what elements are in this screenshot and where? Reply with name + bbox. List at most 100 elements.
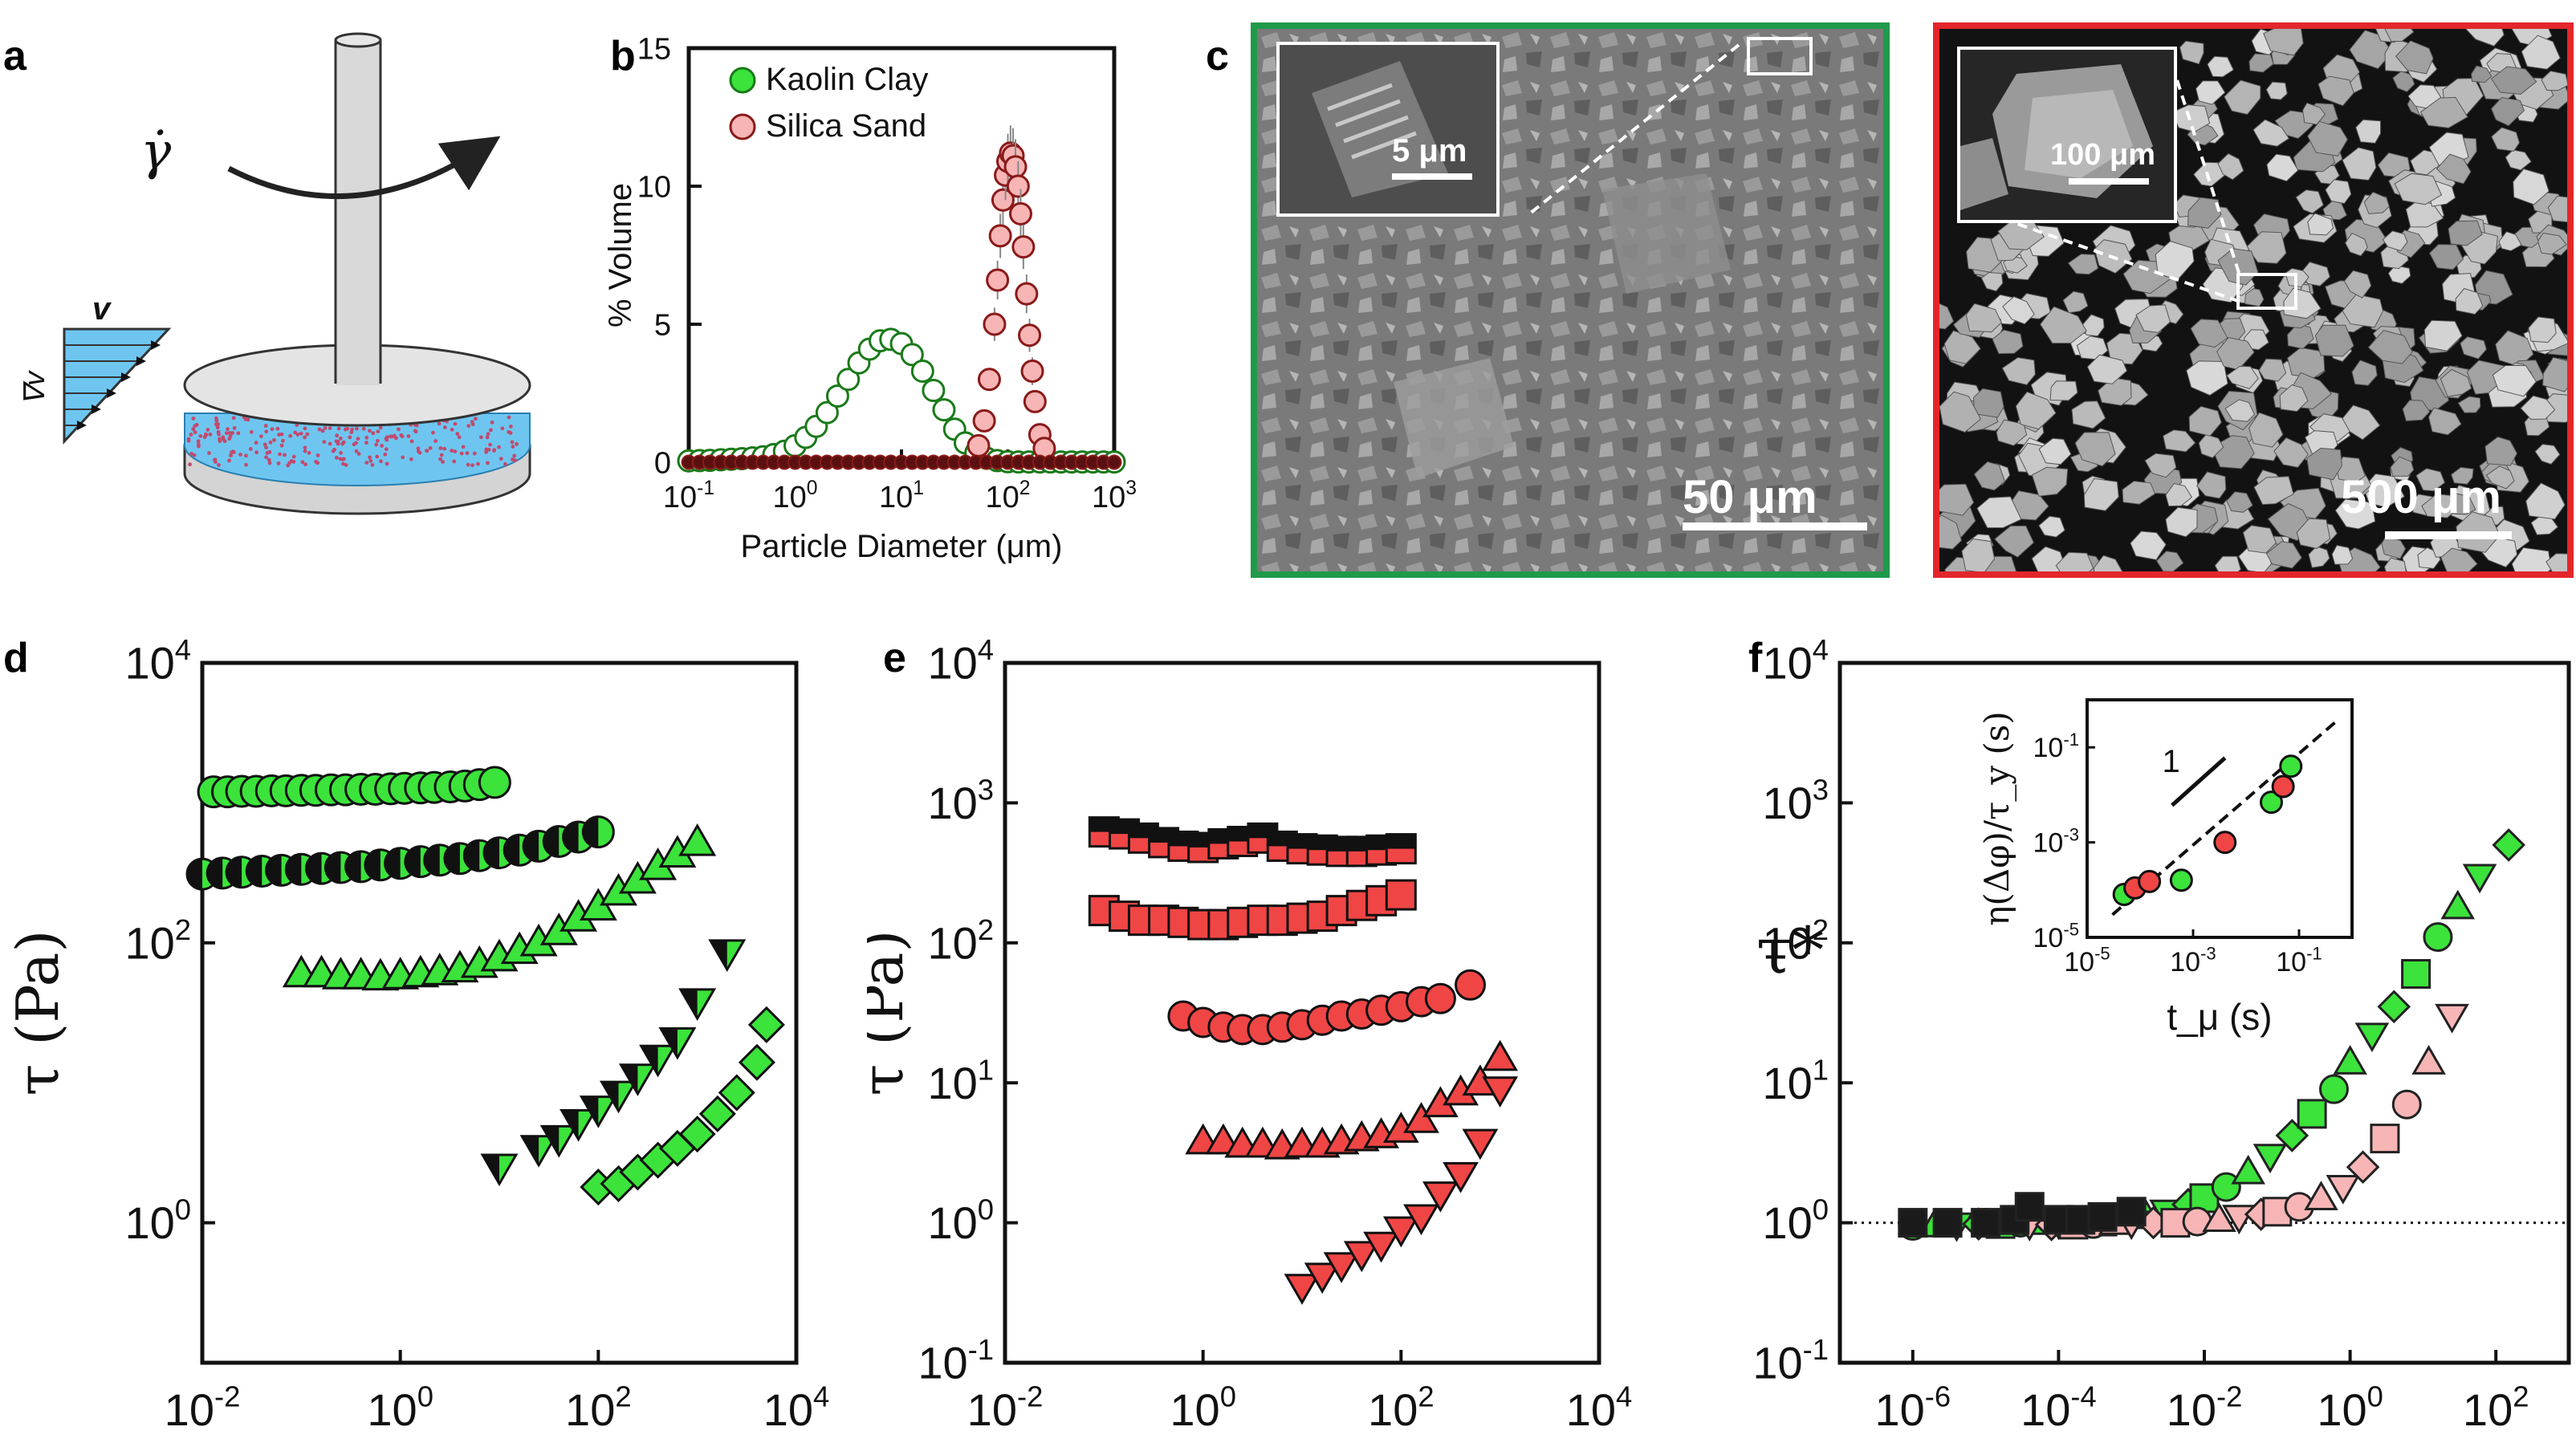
y-tick-label: 100 — [1762, 1193, 1829, 1249]
data-point — [910, 359, 934, 383]
silica-grain — [2505, 149, 2532, 171]
data-point — [480, 1153, 519, 1187]
data-point — [1403, 1102, 1439, 1133]
sample-particle — [328, 441, 332, 446]
inset-y-tick-label: 10-5 — [2033, 920, 2079, 953]
sample-particle — [267, 457, 271, 462]
y-tick-label-exp: 4 — [175, 633, 191, 666]
series-baseline-dark — [681, 454, 1122, 470]
inset-y-tick-label: 10-1 — [2033, 730, 2079, 763]
sample-particle — [244, 453, 248, 458]
inset-x-tick-label: 10-3 — [2170, 944, 2216, 978]
data-point — [2492, 828, 2526, 862]
y-tick-label: 104 — [1762, 633, 1829, 689]
plot-area — [185, 766, 785, 1206]
series-silica-2 — [1088, 879, 1417, 941]
sample-particle — [478, 435, 483, 440]
silica-grain — [2383, 557, 2407, 571]
sample-particle — [512, 453, 517, 458]
sample-particle — [315, 453, 320, 457]
sample-particle — [230, 449, 235, 453]
sample-particle — [221, 437, 226, 441]
data-point-outline — [639, 1044, 678, 1078]
sample-particle — [334, 455, 339, 460]
sample-particle — [374, 442, 379, 447]
x-tick-label-base: 10 — [165, 1384, 214, 1435]
sample-particle — [459, 451, 464, 456]
data-point-half — [484, 837, 499, 868]
velocity-arrowheads — [77, 340, 161, 430]
sample-particle — [450, 427, 454, 432]
sample-particle — [354, 441, 358, 445]
sample-particle — [322, 440, 327, 444]
silica-grain — [2490, 96, 2525, 127]
sample-particle — [288, 433, 293, 438]
y-tick-label-exp: 2 — [978, 913, 994, 946]
silica-grain — [2322, 201, 2347, 221]
y-tick-label: 100 — [927, 1193, 994, 1249]
series-kaolin-3 — [282, 823, 717, 991]
sample-particle — [497, 445, 501, 449]
x-axis-label: Particle Diameter (μm) — [741, 529, 1063, 564]
silica-grain — [2244, 288, 2265, 307]
inset-y-tick-label-base: 10 — [2033, 828, 2064, 859]
data-point — [2423, 922, 2453, 953]
x-tick-label-base: 10 — [1368, 1384, 1418, 1435]
data-point — [2202, 1202, 2236, 1233]
x-tick-label-base: 10 — [772, 481, 806, 514]
sem-kaolin: 5 μm 50 μm — [1251, 22, 1890, 578]
x-tick-label-exp: 4 — [1616, 1380, 1632, 1412]
data-point — [1304, 1262, 1341, 1295]
silica-grain — [1972, 388, 2004, 418]
silica-grain — [1943, 330, 1981, 364]
silica-grain — [2190, 319, 2228, 348]
x-tick-label-base: 10 — [763, 1384, 813, 1435]
legend-label: Silica Sand — [766, 108, 926, 144]
x-tick-label: 10-2 — [165, 1380, 241, 1435]
sample-particle — [232, 426, 237, 430]
silica-grain — [2074, 432, 2116, 467]
silica-grain — [2537, 232, 2567, 255]
sem-kaolin-inset-image — [1280, 45, 1496, 213]
silica-grain — [2187, 197, 2222, 229]
sample-particle — [416, 449, 421, 453]
y-tick-label-base: 10 — [1762, 778, 1812, 828]
silica-grain — [2179, 40, 2204, 65]
silica-grain — [2484, 436, 2518, 466]
sample-particle — [433, 439, 438, 443]
sample-particle — [368, 455, 372, 460]
series-silica-sand — [967, 125, 1056, 461]
silica-grain — [2395, 40, 2434, 75]
sample-particle — [431, 430, 435, 435]
data-point — [1343, 1241, 1380, 1273]
silica-grain — [2331, 544, 2354, 565]
data-point — [1015, 282, 1039, 306]
sample-particle — [196, 442, 201, 447]
sample-particle — [385, 437, 389, 442]
silica-grain — [2498, 231, 2522, 252]
data-point — [2318, 1074, 2349, 1104]
y-tick-label-exp: 2 — [1813, 913, 1829, 946]
data-point — [2346, 1150, 2380, 1185]
sample-particle — [354, 426, 359, 431]
silica-grain — [2490, 66, 2537, 95]
x-tick-label: 102 — [2463, 1380, 2529, 1435]
silica-grain — [2342, 147, 2377, 181]
silica-grain — [2415, 468, 2446, 492]
silica-grain — [2188, 405, 2222, 437]
x-tick-label: 10-2 — [967, 1380, 1044, 1435]
sample-particle — [507, 415, 511, 420]
data-point-outline — [579, 1095, 617, 1128]
sample-particle — [413, 429, 418, 434]
sample-particle — [500, 426, 505, 431]
data-point — [698, 1095, 736, 1132]
silica-grain — [2367, 330, 2413, 364]
silica-grain — [1992, 329, 2024, 355]
sample-particle — [217, 432, 221, 437]
silica-grain — [2226, 365, 2259, 389]
data-point-outline — [600, 1080, 638, 1114]
silica-grain — [2460, 336, 2487, 360]
x-tick-label-exp: 2 — [2513, 1380, 2529, 1412]
data-point-half — [405, 846, 421, 877]
